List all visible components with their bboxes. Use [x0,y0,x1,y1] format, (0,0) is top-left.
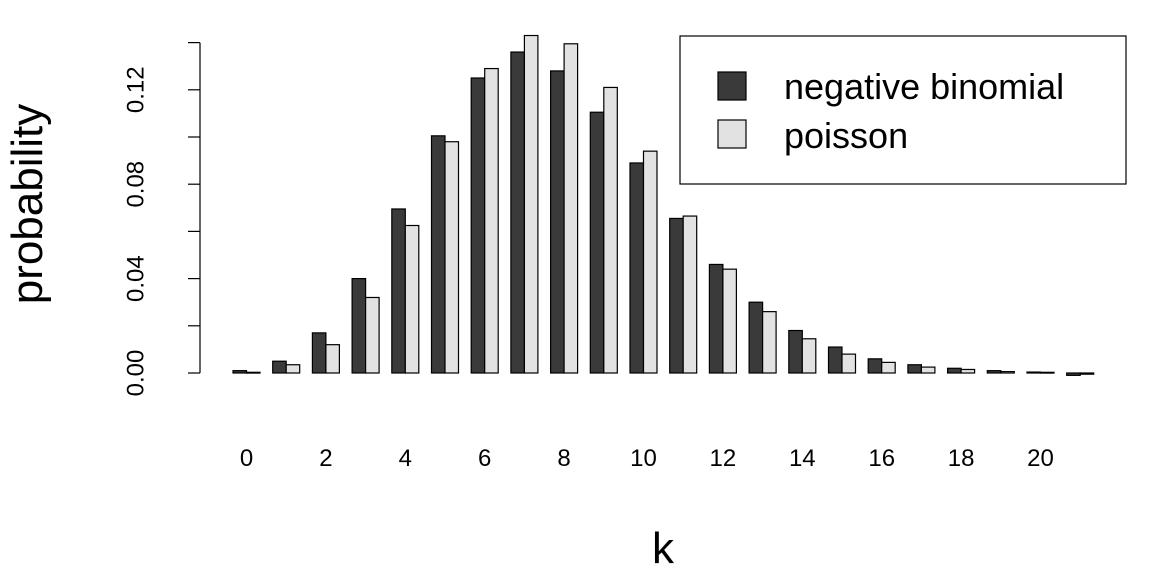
bar-poisson-k7 [523,34,539,374]
bar-poisson-k6 [484,67,499,374]
x-axis-title: k [652,524,675,573]
y-tick-label: 0.12 [122,66,149,113]
bar-negative-binomial-k7 [510,51,525,374]
bar-negative-binomial-k1 [272,360,287,374]
legend-swatch-negative-binomial [717,71,747,101]
x-tick-label: 12 [710,445,737,472]
bar-negative-binomial-k0 [232,370,248,374]
bar-negative-binomial-k15 [827,346,843,374]
y-tick-label: 0.04 [122,255,149,302]
bar-poisson-k20 [1039,371,1055,374]
bar-negative-binomial-k21 [1066,372,1081,376]
y-axis-title: probability [3,104,52,305]
bar-poisson-k5 [444,141,460,374]
bars-group [232,34,1095,376]
x-tick-label: 18 [948,445,975,472]
legend-box [679,35,1127,185]
y-axis: 0.00 0.04 0.08 0.12 [122,41,201,397]
bar-poisson-k4 [404,224,420,374]
bar-poisson-k13 [761,311,777,374]
bar-negative-binomial-k4 [391,208,406,374]
bar-poisson-k11 [682,215,698,374]
bar-negative-binomial-k14 [788,329,803,374]
y-tick-label: 0.08 [122,161,149,208]
bar-poisson-k12 [722,268,738,374]
bar-poisson-k15 [841,353,857,374]
x-tick-label: 10 [630,445,657,472]
bar-poisson-k16 [881,361,896,374]
bar-poisson-k1 [285,364,301,374]
bar-negative-binomial-k16 [867,358,883,374]
bar-poisson-k14 [801,338,817,374]
legend-label-poisson: poisson [784,115,908,156]
x-tick-label: 20 [1027,445,1054,472]
bar-negative-binomial-k3 [351,278,367,374]
legend-swatch-poisson [717,119,747,149]
bar-poisson-k19 [1000,370,1015,374]
bar-negative-binomial-k2 [311,332,327,374]
bar-negative-binomial-k6 [470,77,486,374]
bar-negative-binomial-k8 [549,70,565,374]
x-tick-label: 6 [478,445,491,472]
bar-negative-binomial-k17 [907,364,923,374]
bar-negative-binomial-k9 [589,111,605,374]
bar-negative-binomial-k19 [986,370,1002,374]
bar-poisson-k21 [1079,372,1095,375]
y-tick-label: 0.00 [122,350,149,397]
bar-poisson-k8 [563,43,579,374]
x-tick-label: 2 [319,445,332,472]
bar-poisson-k18 [960,368,976,374]
bar-negative-binomial-k12 [708,263,724,374]
x-tick-label: 14 [789,445,816,472]
bar-negative-binomial-k10 [629,162,645,374]
x-tick-label: 0 [240,445,253,472]
bar-poisson-k9 [603,86,618,374]
legend-label-negative-binomial: negative binomial [784,66,1064,107]
bar-poisson-k10 [642,150,658,374]
bar-negative-binomial-k5 [430,135,446,374]
x-tick-label: 8 [557,445,570,472]
bar-negative-binomial-k13 [748,301,764,374]
bar-negative-binomial-k20 [1026,371,1042,374]
bar-poisson-k17 [920,366,936,374]
x-tick-label: 4 [399,445,412,472]
bar-poisson-k2 [325,344,340,374]
legend: negative binomial poisson [679,35,1127,185]
bar-negative-binomial-k11 [669,217,684,374]
bar-poisson-k3 [365,296,380,374]
bar-negative-binomial-k18 [946,367,962,374]
x-tick-label: 16 [868,445,895,472]
bar-poisson-k0 [245,371,261,374]
x-axis: 0 2 4 6 8 10 12 14 16 18 20 [240,445,1054,472]
